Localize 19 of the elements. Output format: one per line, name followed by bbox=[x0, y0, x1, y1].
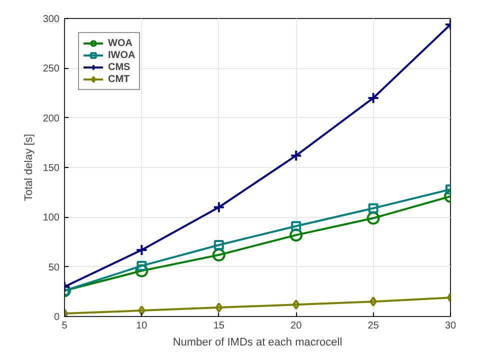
y-axis-title: Total delay [s] bbox=[22, 134, 35, 202]
y-tick-label: 200 bbox=[42, 113, 60, 124]
y-tick-label: 0 bbox=[54, 312, 60, 323]
x-tick-label: 30 bbox=[444, 320, 456, 332]
y-tick-label: 100 bbox=[42, 212, 60, 224]
legend-label: CMS bbox=[108, 61, 130, 73]
x-tick-label: 15 bbox=[213, 320, 225, 332]
x-tick-label: 10 bbox=[136, 320, 148, 332]
y-tick-label: 250 bbox=[42, 64, 60, 75]
y-tick-label: 50 bbox=[48, 262, 60, 274]
y-tick-label: 150 bbox=[42, 163, 60, 174]
legend-label: IWOA bbox=[108, 49, 136, 61]
legend-label: CMT bbox=[108, 73, 130, 85]
x-axis-title: Number of IMDs at each macrocell bbox=[172, 336, 342, 348]
x-tick-label: 25 bbox=[368, 320, 380, 332]
x-tick-label: 5 bbox=[62, 320, 68, 332]
y-tick-label: 300 bbox=[42, 14, 60, 25]
legend-label: WOA bbox=[108, 37, 132, 49]
x-tick-label: 20 bbox=[290, 320, 302, 332]
